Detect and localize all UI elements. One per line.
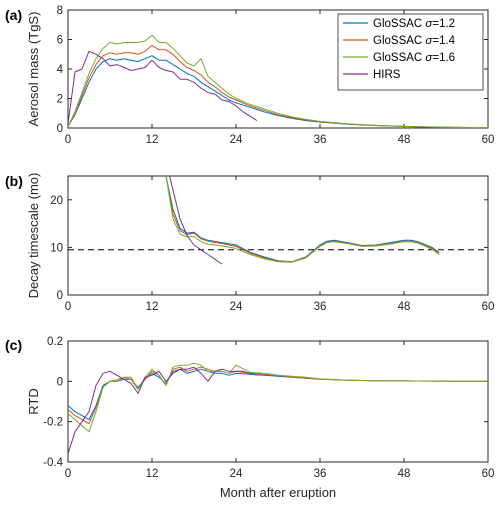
legend-label-text: GloSSAC xyxy=(373,18,425,30)
x-tick-label: 12 xyxy=(146,134,159,146)
x-tick-label: 48 xyxy=(398,301,411,313)
y-axis-label: RTD xyxy=(26,388,41,414)
y-tick-label: 0 xyxy=(57,290,63,302)
x-tick-label: 24 xyxy=(230,468,243,480)
y-tick-label: 0.2 xyxy=(47,336,63,348)
series-line-4 xyxy=(68,366,258,455)
x-tick-label: 36 xyxy=(314,134,327,146)
y-tick-label: 0 xyxy=(57,123,63,135)
legend-label-2: GloSSAC σ=1.4 xyxy=(373,35,456,47)
y-tick-label: 20 xyxy=(50,195,63,207)
panel-2: 0 12 24 36 48 60 0 10 20 Decay timescale (mo)(b) xyxy=(5,173,494,313)
legend-label-text: HIRS xyxy=(373,69,401,81)
y-tick-label: 4 xyxy=(57,64,64,76)
panel-label: (a) xyxy=(5,7,22,23)
y-tick-label: 10 xyxy=(50,242,63,254)
y-tick-label: 0 xyxy=(57,376,63,388)
legend-box xyxy=(337,13,484,91)
panel-3: 0 12 24 36 48 60 -0.4 -0.2 0 0.2 RTD Month after er… xyxy=(5,336,494,500)
axes-box xyxy=(67,340,489,463)
y-tick-label: 2 xyxy=(57,94,63,106)
x-tick-label: 48 xyxy=(398,468,411,480)
y-tick-label: -0.2 xyxy=(43,417,63,429)
legend-label-value: =1.6 xyxy=(432,52,455,64)
legend-label-text: GloSSAC xyxy=(373,52,425,64)
series-line-3 xyxy=(68,362,488,433)
series-line-4 xyxy=(169,176,223,265)
axes-box xyxy=(67,175,489,296)
legend-label-symbol: σ xyxy=(425,52,433,64)
y-tick-label: 6 xyxy=(57,35,63,47)
legend-label-symbol: σ xyxy=(425,35,433,47)
panel-label: (c) xyxy=(5,337,22,353)
legend-label-4: HIRS xyxy=(373,69,401,81)
x-tick-label: 0 xyxy=(65,468,71,480)
x-axis-label: Month after eruption xyxy=(220,485,336,500)
legend-label-3: GloSSAC σ=1.6 xyxy=(373,52,455,64)
x-tick-label: 48 xyxy=(398,134,411,146)
series-line-4 xyxy=(68,50,258,124)
x-tick-label: 12 xyxy=(146,468,159,480)
x-tick-label: 60 xyxy=(482,301,495,313)
legend-label-1: GloSSAC σ=1.2 xyxy=(373,18,455,30)
x-tick-label: 12 xyxy=(146,301,159,313)
series-line-3 xyxy=(68,34,488,128)
panel-label: (b) xyxy=(5,173,23,189)
x-tick-label: 36 xyxy=(314,301,327,313)
x-tick-label: 0 xyxy=(65,134,71,146)
y-axis-label: Decay timescale (mo) xyxy=(26,173,41,299)
y-tick-label: 8 xyxy=(57,5,63,17)
y-axis-label: Aerosol mass (TgS) xyxy=(26,12,41,127)
x-tick-label: 0 xyxy=(65,301,71,313)
series-line-3 xyxy=(165,176,440,263)
legend-label-value: =1.2 xyxy=(432,18,455,30)
x-tick-label: 60 xyxy=(482,468,495,480)
y-tick-label: -0.4 xyxy=(43,457,63,469)
x-tick-label: 24 xyxy=(230,301,243,313)
legend-label-text: GloSSAC xyxy=(373,35,425,47)
legend-label-value: =1.4 xyxy=(432,35,455,47)
x-tick-label: 24 xyxy=(230,134,243,146)
x-tick-label: 36 xyxy=(314,468,327,480)
legend-label-symbol: σ xyxy=(425,18,433,30)
x-tick-label: 60 xyxy=(482,134,495,146)
